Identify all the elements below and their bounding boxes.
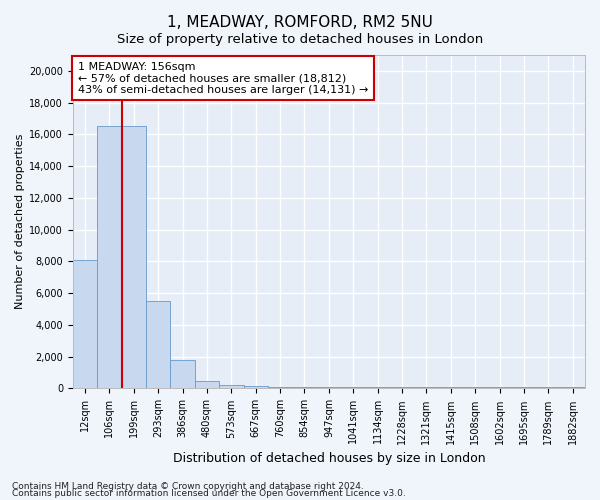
Bar bbox=[341, 387, 365, 388]
Bar bbox=[97, 126, 122, 388]
Bar bbox=[122, 126, 146, 388]
Bar bbox=[292, 387, 317, 388]
Bar bbox=[170, 360, 195, 388]
X-axis label: Distribution of detached houses by size in London: Distribution of detached houses by size … bbox=[173, 452, 485, 465]
Text: 1, MEADWAY, ROMFORD, RM2 5NU: 1, MEADWAY, ROMFORD, RM2 5NU bbox=[167, 15, 433, 30]
Bar bbox=[244, 386, 268, 388]
Text: Contains public sector information licensed under the Open Government Licence v3: Contains public sector information licen… bbox=[12, 490, 406, 498]
Bar bbox=[195, 380, 219, 388]
Text: 1 MEADWAY: 156sqm
← 57% of detached houses are smaller (18,812)
43% of semi-deta: 1 MEADWAY: 156sqm ← 57% of detached hous… bbox=[78, 62, 368, 95]
Bar bbox=[390, 387, 414, 388]
Bar bbox=[439, 387, 463, 388]
Bar bbox=[268, 387, 292, 388]
Bar bbox=[365, 387, 390, 388]
Text: Size of property relative to detached houses in London: Size of property relative to detached ho… bbox=[117, 32, 483, 46]
Text: Contains HM Land Registry data © Crown copyright and database right 2024.: Contains HM Land Registry data © Crown c… bbox=[12, 482, 364, 491]
Bar bbox=[146, 301, 170, 388]
Bar bbox=[414, 387, 439, 388]
Bar bbox=[317, 387, 341, 388]
Bar bbox=[219, 386, 244, 388]
Y-axis label: Number of detached properties: Number of detached properties bbox=[15, 134, 25, 310]
Bar bbox=[73, 260, 97, 388]
